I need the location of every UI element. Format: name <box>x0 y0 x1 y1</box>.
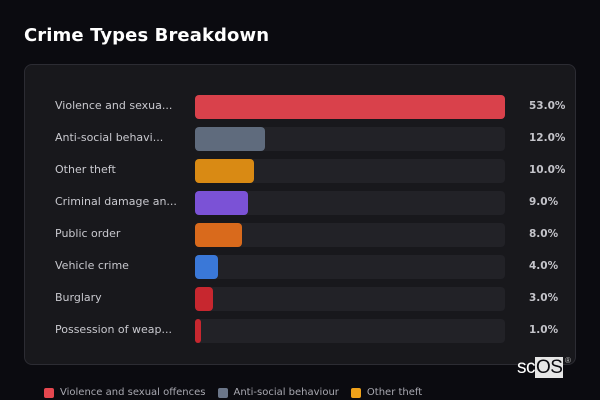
bar-fill[interactable] <box>195 223 242 247</box>
bar-row[interactable]: Possession of weap... 1.0% <box>25 319 575 343</box>
bar-track <box>195 159 505 183</box>
legend-swatch-icon <box>350 387 361 398</box>
bar-row[interactable]: Anti-social behavi... 12.0% <box>25 127 575 151</box>
bar-value: 53.0% <box>529 100 566 112</box>
bar-fill[interactable] <box>195 191 248 215</box>
bar-value: 9.0% <box>529 196 559 208</box>
bar-fill[interactable] <box>195 127 266 151</box>
bar-row[interactable]: Public order 8.0% <box>25 223 575 247</box>
bar-value: 1.0% <box>529 324 559 336</box>
bar-track <box>195 255 505 279</box>
legend-label: Violence and sexual offences <box>60 387 206 398</box>
legend-item[interactable]: Anti-social behaviour <box>217 387 339 398</box>
bar-label: Vehicle crime <box>55 259 129 272</box>
bar-track <box>195 287 505 311</box>
bar-label: Public order <box>55 227 121 240</box>
bar-value: 12.0% <box>529 132 566 144</box>
legend-item[interactable]: Other theft <box>350 387 423 398</box>
bar-track <box>195 95 505 119</box>
watermark-os: OS <box>535 357 564 378</box>
bar-value: 10.0% <box>529 164 566 176</box>
bar-label: Possession of weap... <box>55 323 172 336</box>
bar-label: Burglary <box>55 291 102 304</box>
bar-label: Criminal damage an... <box>55 195 177 208</box>
legend-item[interactable]: Violence and sexual offences <box>44 387 206 398</box>
bar-label: Anti-social behavi... <box>55 131 164 144</box>
watermark-sc: sc <box>517 357 536 378</box>
bar-row[interactable]: Other theft 10.0% <box>25 159 575 183</box>
page-title: Crime Types Breakdown <box>24 25 270 46</box>
bar-track <box>195 223 505 247</box>
bar-fill[interactable] <box>195 95 505 119</box>
bar-row[interactable]: Criminal damage an... 9.0% <box>25 191 575 215</box>
bar-fill[interactable] <box>195 319 201 343</box>
bar-value: 3.0% <box>529 292 559 304</box>
bar-row[interactable]: Violence and sexua... 53.0% <box>25 95 575 119</box>
bar-value: 8.0% <box>529 228 559 240</box>
bar-row[interactable]: Vehicle crime 4.0% <box>25 255 575 279</box>
bar-fill[interactable] <box>195 287 213 311</box>
chart-card: Violence and sexua... 53.0% Anti-social be… <box>24 64 576 365</box>
bar-track <box>195 319 505 343</box>
bar-label: Violence and sexua... <box>55 99 173 112</box>
legend-swatch-icon <box>44 387 54 398</box>
legend-label: Other theft <box>366 387 423 398</box>
legend-label: Anti-social behaviour <box>233 387 339 398</box>
bar-value: 4.0% <box>529 260 559 272</box>
bar-label: Other theft <box>55 163 116 176</box>
bar-fill[interactable] <box>195 255 219 279</box>
watermark-logo: scOS ® <box>517 356 571 379</box>
bar-row[interactable]: Burglary 3.0% <box>25 287 575 311</box>
bar-fill[interactable] <box>195 159 254 183</box>
legend-swatch-icon <box>217 387 228 398</box>
registered-icon: ® <box>565 356 571 365</box>
bar-track <box>195 127 505 151</box>
chart-legend: Violence and sexual offences Anti-social … <box>44 387 422 398</box>
bar-track <box>195 191 505 215</box>
